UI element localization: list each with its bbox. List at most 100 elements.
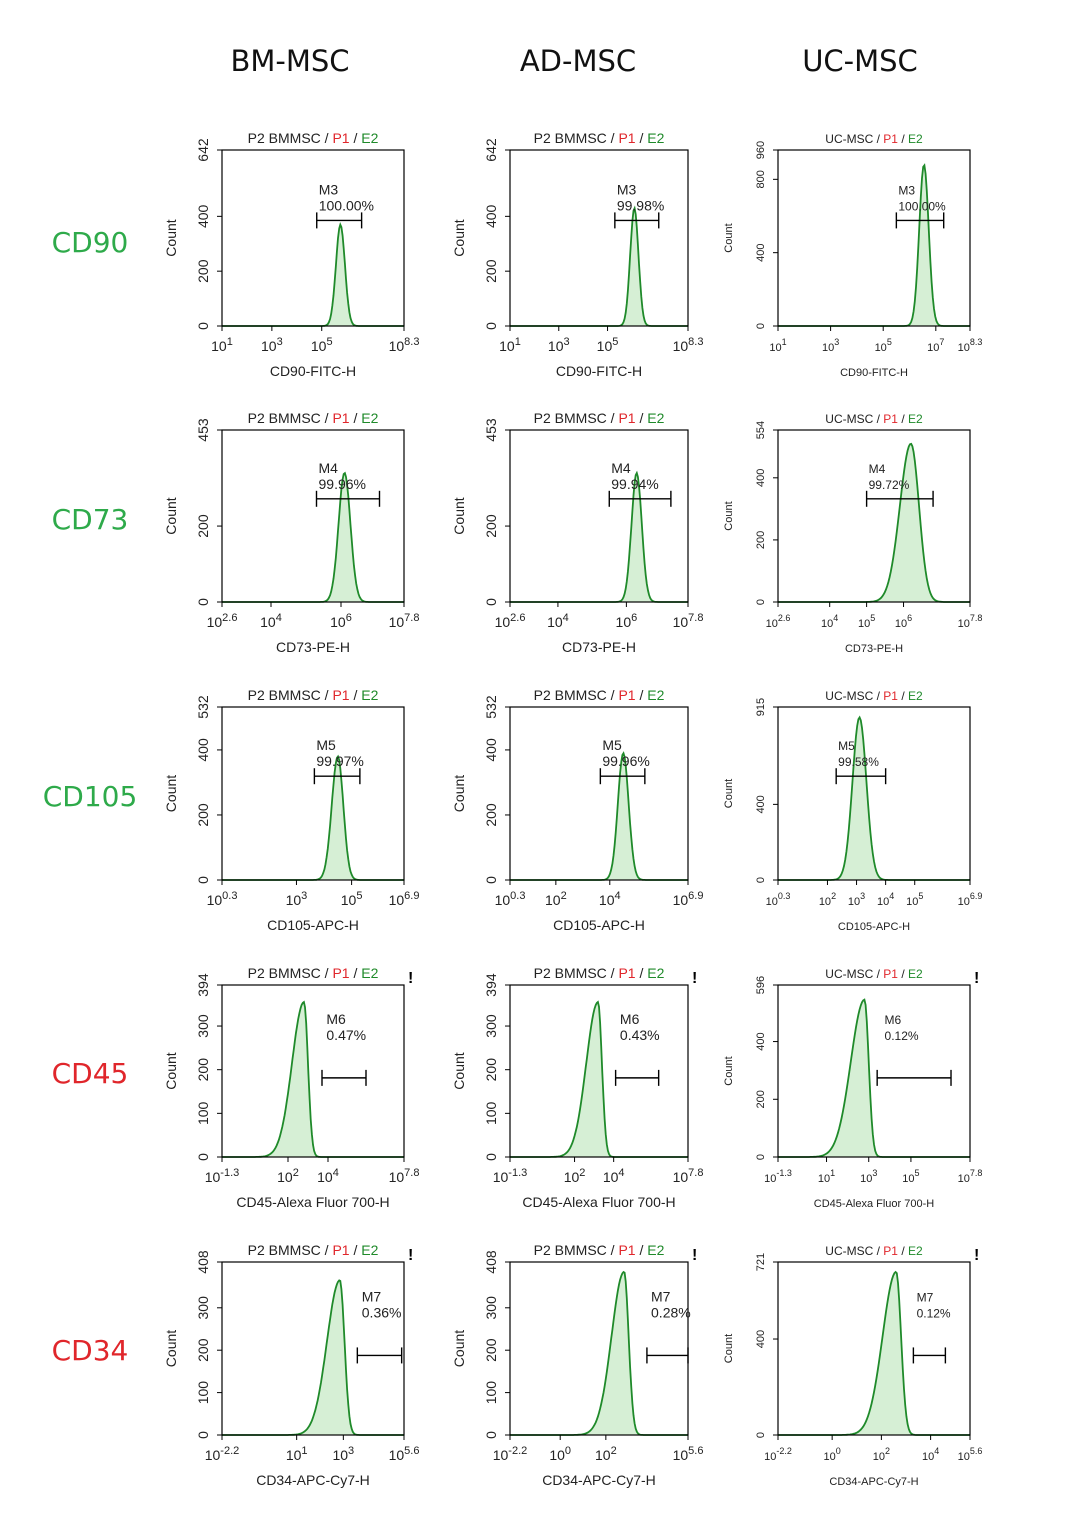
x-axis-label: CD73-PE-H — [562, 639, 636, 655]
title-sep: / — [350, 1242, 362, 1258]
x-tick-exponent: 1 — [830, 1168, 835, 1178]
x-tick-base: 10 — [286, 1447, 302, 1463]
x-tick-label: 102 — [564, 1167, 586, 1185]
x-tick-label: 105 — [875, 337, 892, 354]
title-gate-p1: P1 — [883, 689, 898, 703]
x-tick-label: 104 — [603, 1167, 625, 1185]
x-tick-base: 10 — [286, 892, 302, 908]
histogram-fill — [510, 473, 688, 602]
title-gate-p1: P1 — [332, 687, 349, 703]
x-tick-base: 10 — [860, 1173, 872, 1185]
x-tick-exponent: 3 — [563, 336, 569, 348]
x-tick-label: 102 — [819, 891, 836, 908]
marker-name: M4 — [319, 460, 339, 476]
x-tick-exponent: 6 — [631, 612, 637, 624]
x-tick-label: 105 — [902, 1168, 919, 1185]
panel-title: UC-MSC / P1 / E2 — [825, 967, 923, 981]
x-tick-base: 10 — [822, 342, 834, 354]
x-axis-label: CD105-APC-H — [553, 917, 645, 933]
column-label-uc-msc: UC-MSC — [802, 44, 918, 78]
plot-frame — [221, 429, 405, 603]
title-sep: / — [636, 687, 648, 703]
x-tick-base: 10 — [673, 614, 689, 630]
title-sample: P2 BMMSC / — [248, 410, 333, 426]
x-tick-base: 10 — [927, 342, 939, 354]
histogram-fill — [510, 208, 688, 326]
warning-icon: ! — [974, 1247, 979, 1264]
x-tick-label: 104 — [260, 612, 282, 630]
x-tick-base: 10 — [873, 1451, 885, 1463]
column-label-bm-msc: BM-MSC — [230, 44, 350, 78]
histogram-curve — [510, 205, 688, 327]
x-tick-label: 105 — [311, 336, 333, 354]
title-sep: / — [898, 1244, 908, 1258]
title-sample: P2 BMMSC / — [534, 410, 619, 426]
y-tick-label: 200 — [195, 514, 211, 538]
x-tick-base: 10 — [821, 618, 833, 630]
histogram-fill — [222, 224, 404, 326]
x-tick-base: 10 — [545, 892, 561, 908]
x-tick-exponent: 3 — [301, 890, 307, 902]
x-tick-label: 105 — [906, 891, 923, 908]
x-tick-label: 106.9 — [673, 890, 704, 908]
histogram-panel-cd34-1: P2 BMMSC / P1 / E2 !0100200300408Count10-… — [163, 1242, 419, 1488]
y-tick-label: 400 — [755, 795, 767, 813]
x-tick-label: 101 — [499, 336, 521, 354]
x-tick-exponent: 5.6 — [970, 1446, 983, 1456]
histogram-fill — [778, 443, 970, 602]
y-tick-label: 400 — [755, 243, 767, 261]
y-tick-label: 394 — [195, 973, 211, 997]
x-tick-label: 10-2.2 — [764, 1446, 792, 1463]
marker-percent: 99.96% — [319, 476, 366, 492]
x-tick-label: 105 — [597, 336, 619, 354]
y-tick-label: 400 — [755, 1032, 767, 1050]
x-tick-label: 10-2.2 — [493, 1445, 528, 1463]
y-tick-label: 915 — [755, 698, 767, 716]
y-tick-label: 400 — [195, 738, 211, 762]
x-tick-label: 108.3 — [389, 336, 420, 354]
x-tick-exponent: 0.3 — [778, 891, 791, 901]
x-tick-exponent: 8.3 — [404, 336, 419, 348]
x-tick-exponent: 2 — [885, 1446, 890, 1456]
y-tick-label: 300 — [483, 1014, 499, 1038]
x-axis-label: CD34-APC-Cy7-H — [256, 1472, 370, 1488]
x-tick-exponent: 6.9 — [970, 891, 983, 901]
plot-frame — [509, 706, 689, 881]
y-tick-label: 200 — [755, 1090, 767, 1108]
marker-name: M3 — [319, 181, 339, 197]
marker-percent: 99.72% — [869, 478, 910, 492]
title-gate-e2: E2 — [647, 965, 664, 981]
x-tick-label: 105 — [858, 613, 875, 630]
plot-frame — [221, 149, 405, 327]
x-tick-base: 10 — [877, 896, 889, 908]
x-tick-label: 102.6 — [766, 613, 791, 630]
marker-name: M4 — [611, 460, 631, 476]
x-axis-label: CD45-Alexa Fluor 700-H — [522, 1194, 675, 1210]
x-tick-label: 101 — [211, 336, 233, 354]
y-tick-label: 200 — [483, 1338, 499, 1362]
x-tick-label: 105.6 — [958, 1446, 983, 1463]
x-tick-label: 102 — [873, 1446, 890, 1463]
marker-name: M6 — [326, 1011, 346, 1027]
y-axis-label: Count — [723, 1334, 735, 1363]
x-tick-exponent: 6.9 — [404, 890, 419, 902]
marker-percent: 99.98% — [617, 197, 664, 213]
x-tick-label: 104 — [877, 891, 894, 908]
x-tick-base: 10 — [564, 1169, 580, 1185]
x-tick-label: 103 — [860, 1168, 877, 1185]
x-axis-label: CD90-FITC-H — [840, 367, 908, 379]
x-tick-label: 104 — [547, 612, 569, 630]
x-tick-exponent: 2 — [561, 890, 567, 902]
title-gate-p1: P1 — [883, 1244, 898, 1258]
histogram-fill — [222, 473, 404, 602]
y-tick-label: 100 — [483, 1381, 499, 1405]
x-tick-base: 10 — [549, 1447, 565, 1463]
x-tick-exponent: 2.6 — [510, 612, 525, 624]
y-tick-label: 300 — [483, 1296, 499, 1320]
y-tick-label: 300 — [195, 1014, 211, 1038]
histogram-curve — [222, 221, 404, 327]
title-sep: / — [898, 412, 908, 426]
x-tick-base: 10 — [958, 1173, 970, 1185]
